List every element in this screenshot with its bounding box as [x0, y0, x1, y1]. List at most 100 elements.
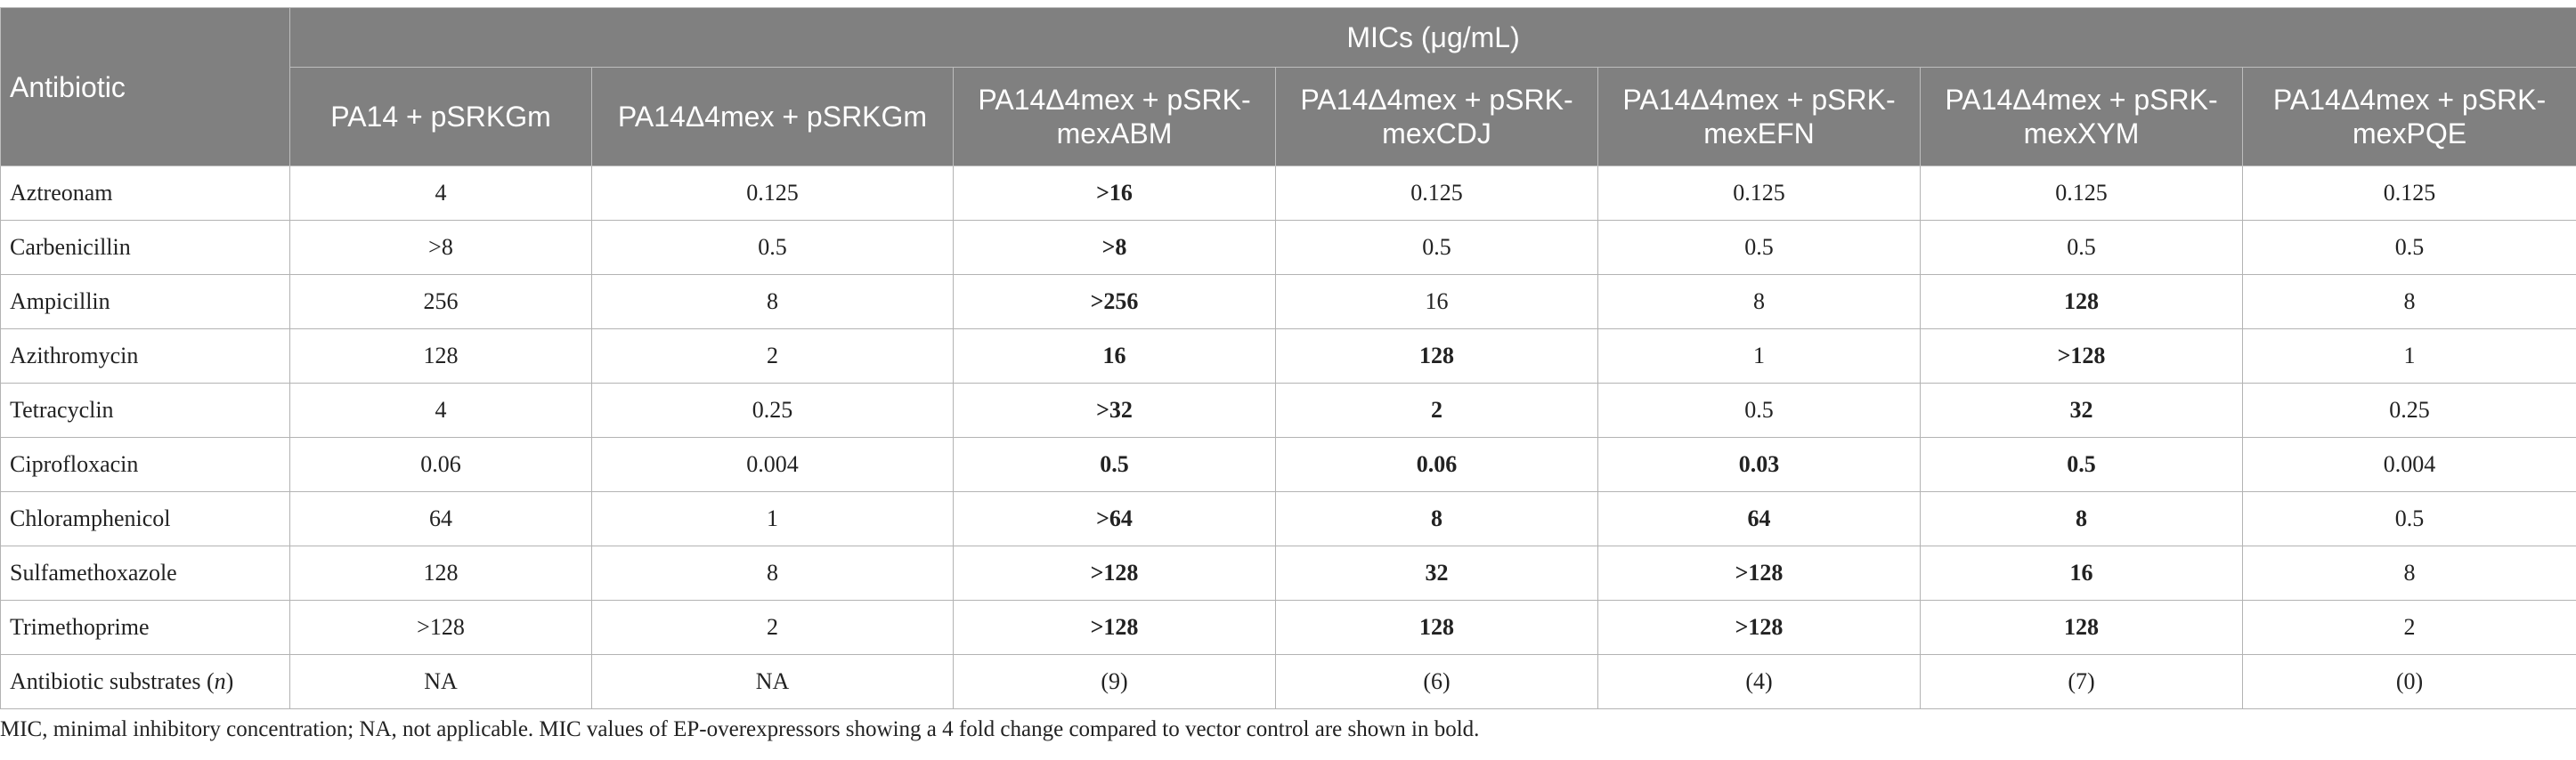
row-label: Aztreonam	[0, 166, 290, 221]
table-cell: 0.004	[2241, 437, 2576, 492]
table-cell: 0.5	[1597, 220, 1921, 275]
table-cell: 16	[1920, 546, 2243, 601]
table-row: Ciprofloxacin 0.06 0.004 0.5 0.06 0.03 0.5 0.00…	[0, 437, 2576, 492]
table-row: Aztreonam 4 0.125 >16 0.125 0.125 0.125 0.125	[0, 166, 2576, 221]
table-row: Sulfamethoxazole 128 8 >128 32 >128 16 8	[0, 546, 2576, 601]
table-row: Carbenicillin >8 0.5 >8 0.5 0.5 0.5 0.5	[0, 220, 2576, 275]
table-cell: 0.125	[1920, 166, 2243, 221]
table-cell: 8	[1920, 491, 2243, 546]
table-cell: 0.5	[591, 220, 954, 275]
row-label: Carbenicillin	[0, 220, 290, 275]
table-row: Tetracyclin 4 0.25 >32 2 0.5 32 0.25	[0, 383, 2576, 438]
table-cell: (9)	[953, 654, 1276, 709]
table-cell: 8	[591, 274, 954, 329]
column-header-mexxym: PA14Δ4mex + pSRK-mexXYM	[1920, 67, 2243, 166]
column-header-mexabm: PA14Δ4mex + pSRK-mexABM	[953, 67, 1276, 166]
table-cell: 1	[1597, 328, 1921, 384]
table-cell: (7)	[1920, 654, 2243, 709]
column-header-mexcdj: PA14Δ4mex + pSRK-mexCDJ	[1275, 67, 1598, 166]
column-header-pa14d4mex-psrkgm: PA14Δ4mex + pSRKGm	[591, 67, 954, 166]
table-cell: 0.5	[1275, 220, 1598, 275]
table-cell: 2	[591, 328, 954, 384]
column-header-pa14-psrkgm: PA14 + pSRKGm	[289, 67, 592, 166]
antibiotic-column-header: Antibiotic	[0, 7, 290, 166]
table-cell: (6)	[1275, 654, 1598, 709]
table-cell: 0.06	[1275, 437, 1598, 492]
substrates-label-n: n	[214, 668, 226, 694]
table-cell: >8	[953, 220, 1276, 275]
table-cell: >128	[953, 600, 1276, 655]
table-cell: 256	[289, 274, 592, 329]
table-cell: 0.5	[953, 437, 1276, 492]
table-footnote: MIC, minimal inhibitory concentration; N…	[0, 717, 1480, 741]
column-header-mexefn: PA14Δ4mex + pSRK-mexEFN	[1597, 67, 1921, 166]
table-cell: 0.5	[2241, 220, 2576, 275]
table-cell: >128	[289, 600, 592, 655]
table-cell: >16	[953, 166, 1276, 221]
table-cell: 32	[1920, 383, 2243, 438]
table-cell: 0.125	[2241, 166, 2576, 221]
table-cell: 32	[1275, 546, 1598, 601]
mic-table: Antibiotic MICs (μg/mL) PA14 + pSRKGm PA…	[0, 7, 2576, 709]
table-cell: 8	[591, 546, 954, 601]
table-cell: 8	[2241, 546, 2576, 601]
table-cell: (0)	[2241, 654, 2576, 709]
table-cell: 128	[289, 546, 592, 601]
table-cell: (4)	[1597, 654, 1921, 709]
table-cell: 4	[289, 166, 592, 221]
table-cell: 1	[2241, 328, 2576, 384]
table-cell: 0.06	[289, 437, 592, 492]
table-cell: 0.25	[2241, 383, 2576, 438]
table-row: Ampicillin 256 8 >256 16 8 128 8	[0, 274, 2576, 329]
table-cell: 16	[1275, 274, 1598, 329]
table-cell: 128	[1275, 600, 1598, 655]
table-cell: >128	[953, 546, 1276, 601]
row-label-substrates: Antibiotic substrates (n)	[0, 654, 290, 709]
table-cell: >8	[289, 220, 592, 275]
table-cell: 128	[1920, 274, 2243, 329]
table-cell: >128	[1597, 546, 1921, 601]
table-cell: 0.03	[1597, 437, 1921, 492]
table-cell: >256	[953, 274, 1276, 329]
table-cell: 0.5	[1597, 383, 1921, 438]
table-cell: >64	[953, 491, 1276, 546]
table-cell: >32	[953, 383, 1276, 438]
table-cell: 16	[953, 328, 1276, 384]
table-cell: 0.5	[2241, 491, 2576, 546]
table-cell: 64	[289, 491, 592, 546]
table-row-substrates: Antibiotic substrates (n) NA NA (9) (6) (4) (7…	[0, 654, 2576, 709]
table-cell: NA	[591, 654, 954, 709]
table-cell: 2	[2241, 600, 2576, 655]
table-cell: 0.5	[1920, 220, 2243, 275]
table-cell: 8	[1597, 274, 1921, 329]
row-label: Sulfamethoxazole	[0, 546, 290, 601]
table-body: Aztreonam 4 0.125 >16 0.125 0.125 0.125 0.125 Ca…	[0, 166, 2576, 709]
table-cell: 1	[591, 491, 954, 546]
table-cell: 2	[591, 600, 954, 655]
row-label: Ciprofloxacin	[0, 437, 290, 492]
table-row: Trimethoprime >128 2 >128 128 >128 128 2	[0, 600, 2576, 655]
table-cell: 0.5	[1920, 437, 2243, 492]
row-label: Ampicillin	[0, 274, 290, 329]
substrates-label-suffix: )	[225, 668, 234, 694]
table-cell: >128	[1920, 328, 2243, 384]
table-cell: >128	[1597, 600, 1921, 655]
mics-group-header: MICs (μg/mL)	[288, 7, 2576, 68]
table-cell: 0.125	[1275, 166, 1598, 221]
table-cell: 0.004	[591, 437, 954, 492]
table-cell: 0.25	[591, 383, 954, 438]
table-cell: 0.125	[1597, 166, 1921, 221]
table-cell: 64	[1597, 491, 1921, 546]
table-cell: 4	[289, 383, 592, 438]
row-label: Azithromycin	[0, 328, 290, 384]
substrates-label-prefix: Antibiotic substrates (	[10, 668, 215, 694]
mic-table-container: Antibiotic MICs (μg/mL) PA14 + pSRKGm PA…	[0, 7, 2576, 709]
table-cell: 128	[1275, 328, 1598, 384]
row-label: Chloramphenicol	[0, 491, 290, 546]
table-row: Azithromycin 128 2 16 128 1 >128 1	[0, 328, 2576, 384]
table-cell: 0.125	[591, 166, 954, 221]
table-cell: 128	[289, 328, 592, 384]
table-cell: 2	[1275, 383, 1598, 438]
table-cell: NA	[289, 654, 592, 709]
column-header-mexpqe: PA14Δ4mex + pSRK-mexPQE	[2241, 67, 2576, 166]
